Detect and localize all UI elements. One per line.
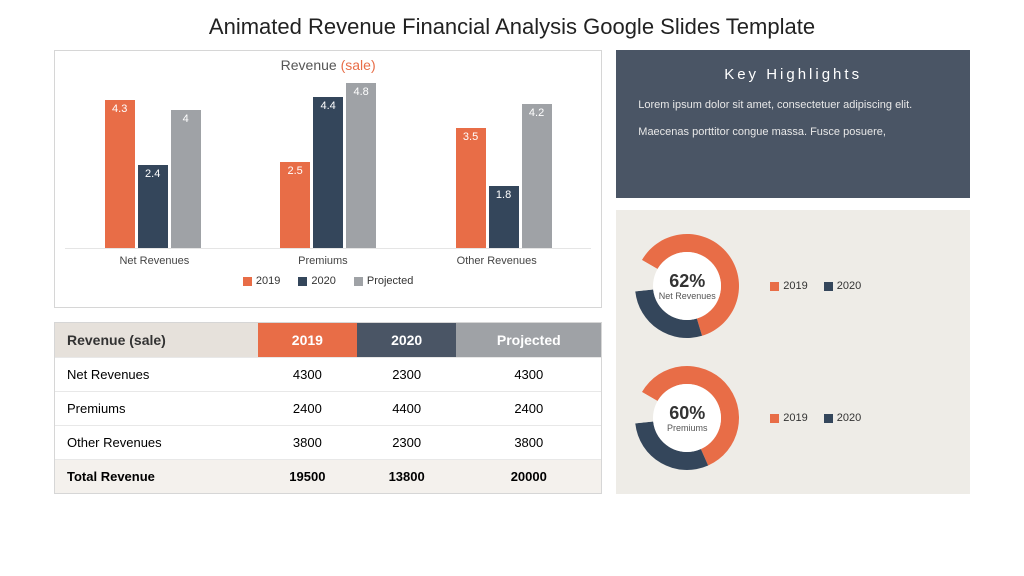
bar: 2.5 xyxy=(280,162,310,248)
bar: 3.5 xyxy=(456,128,486,248)
bar: 4.2 xyxy=(522,104,552,248)
donut-sublabel: Net Revenues xyxy=(659,292,716,302)
key-highlights-panel: Key Highlights Lorem ipsum dolor sit ame… xyxy=(616,50,970,198)
bar-group: 2.54.44.8 xyxy=(280,83,376,248)
donut-center: 62%Net Revenues xyxy=(632,231,742,341)
table-header-col-1: 2020 xyxy=(357,323,456,358)
chart-title: Revenue (sale) xyxy=(65,57,591,73)
donut-row: 60%Premiums 2019 2020 xyxy=(632,363,954,473)
legend-label: Projected xyxy=(367,275,413,287)
legend-item: Projected xyxy=(354,275,413,287)
legend-item: 2020 xyxy=(298,275,335,287)
bar-group: 3.51.84.2 xyxy=(456,104,552,248)
bars-area: 4.32.44 2.54.44.8 3.51.84.2 xyxy=(65,77,591,249)
cell: 2300 xyxy=(357,358,456,392)
bar: 2.4 xyxy=(138,165,168,248)
revenue-bar-chart: Revenue (sale) 4.32.44 2.54.44.8 3.51.84.2… xyxy=(54,50,602,308)
legend-label: 2020 xyxy=(311,275,335,287)
total-cell: 13800 xyxy=(357,460,456,494)
highlights-p2: Maecenas porttitor congue massa. Fusce p… xyxy=(638,124,948,141)
row-label: Net Revenues xyxy=(55,358,258,392)
highlights-p1: Lorem ipsum dolor sit amet, consectetuer… xyxy=(638,97,948,114)
cell: 2300 xyxy=(357,426,456,460)
x-label: Net Revenues xyxy=(119,255,189,267)
donut-chart: 62%Net Revenues xyxy=(632,231,742,341)
legend-label: 2020 xyxy=(837,280,861,292)
cell: 4300 xyxy=(258,358,357,392)
legend-item: 2020 xyxy=(824,412,861,424)
legend-swatch xyxy=(770,282,779,291)
chart-title-accent: (sale) xyxy=(341,57,376,73)
main-grid: Revenue (sale) 4.32.44 2.54.44.8 3.51.84.2… xyxy=(0,50,1024,512)
bar: 4 xyxy=(171,110,201,248)
donut-pct: 60% xyxy=(669,403,705,424)
bar-group: 4.32.44 xyxy=(105,100,201,248)
chart-title-prefix: Revenue xyxy=(281,57,341,73)
table-header-row: Revenue (sale) 2019 2020 Projected xyxy=(55,323,601,358)
left-column: Revenue (sale) 4.32.44 2.54.44.8 3.51.84.2… xyxy=(54,50,602,494)
legend-label: 2019 xyxy=(783,412,807,424)
x-label: Other Revenues xyxy=(457,255,537,267)
highlights-heading: Key Highlights xyxy=(638,66,948,83)
donut-row: 62%Net Revenues 2019 2020 xyxy=(632,231,954,341)
right-column: Key Highlights Lorem ipsum dolor sit ame… xyxy=(616,50,970,494)
legend-item: 2019 xyxy=(770,412,807,424)
cell: 4300 xyxy=(456,358,601,392)
legend-swatch xyxy=(243,277,252,286)
legend-swatch xyxy=(824,282,833,291)
donut-sublabel: Premiums xyxy=(667,424,708,434)
row-label: Other Revenues xyxy=(55,426,258,460)
bar: 1.8 xyxy=(489,186,519,248)
chart-legend: 2019 2020 Projected xyxy=(65,275,591,287)
legend-item: 2020 xyxy=(824,280,861,292)
bar: 4.8 xyxy=(346,83,376,248)
bar: 4.4 xyxy=(313,97,343,248)
donut-panel: 62%Net Revenues2019202060%Premiums201920… xyxy=(616,210,970,494)
donut-legend: 2019 2020 xyxy=(770,412,861,424)
revenue-table: Revenue (sale) 2019 2020 Projected Net R… xyxy=(54,322,602,494)
donut-legend: 2019 2020 xyxy=(770,280,861,292)
cell: 2400 xyxy=(456,392,601,426)
legend-label: 2019 xyxy=(256,275,280,287)
page-title: Animated Revenue Financial Analysis Goog… xyxy=(0,0,1024,50)
cell: 3800 xyxy=(258,426,357,460)
legend-label: 2020 xyxy=(837,412,861,424)
table-row: Other Revenues380023003800 xyxy=(55,426,601,460)
total-label: Total Revenue xyxy=(55,460,258,494)
table-row: Net Revenues430023004300 xyxy=(55,358,601,392)
legend-swatch xyxy=(298,277,307,286)
table-body: Net Revenues430023004300Premiums24004400… xyxy=(55,358,601,494)
table-total-row: Total Revenue195001380020000 xyxy=(55,460,601,494)
legend-label: 2019 xyxy=(783,280,807,292)
legend-item: 2019 xyxy=(770,280,807,292)
cell: 4400 xyxy=(357,392,456,426)
cell: 2400 xyxy=(258,392,357,426)
table-header-col-2: Projected xyxy=(456,323,601,358)
table: Revenue (sale) 2019 2020 Projected Net R… xyxy=(55,323,601,493)
legend-swatch xyxy=(824,414,833,423)
row-label: Premiums xyxy=(55,392,258,426)
legend-swatch xyxy=(770,414,779,423)
total-cell: 19500 xyxy=(258,460,357,494)
bar: 4.3 xyxy=(105,100,135,248)
table-header-rowlabel: Revenue (sale) xyxy=(55,323,258,358)
x-label: Premiums xyxy=(298,255,348,267)
donut-center: 60%Premiums xyxy=(632,363,742,473)
cell: 3800 xyxy=(456,426,601,460)
legend-swatch xyxy=(354,277,363,286)
table-row: Premiums240044002400 xyxy=(55,392,601,426)
total-cell: 20000 xyxy=(456,460,601,494)
x-axis-labels: Net Revenues Premiums Other Revenues xyxy=(65,255,591,267)
donut-chart: 60%Premiums xyxy=(632,363,742,473)
legend-item: 2019 xyxy=(243,275,280,287)
table-header-col-0: 2019 xyxy=(258,323,357,358)
donut-pct: 62% xyxy=(669,271,705,292)
